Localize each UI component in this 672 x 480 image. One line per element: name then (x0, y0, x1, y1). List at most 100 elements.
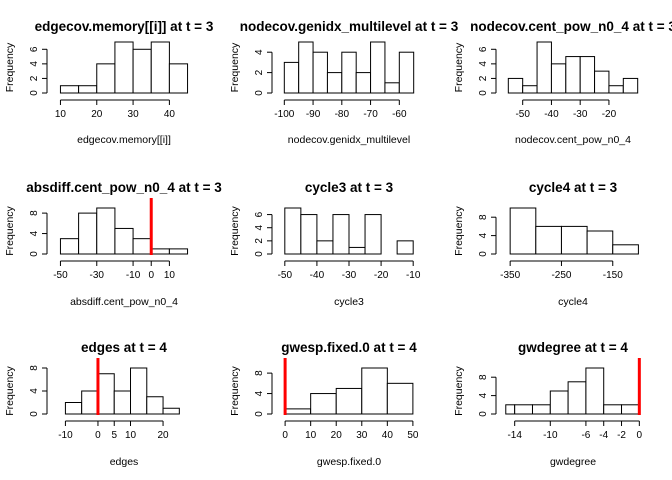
histogram-bar (509, 207, 537, 255)
histogram-bar (298, 41, 314, 94)
panel-8: gwesp.fixed.0 at t = 4 0 10 20 30 40 50 0 4 8 gwes… (229, 340, 419, 468)
y-tick-label: 2 (254, 69, 265, 75)
x-tick-label: -30 (90, 270, 105, 281)
x-tick-label: -100 (274, 109, 294, 120)
y-axis-label: Frequency (453, 365, 465, 415)
panel-title: edges at t = 4 (81, 340, 167, 355)
histogram-bar (355, 72, 372, 94)
panel-title: edgecov.memory[[i]] at t = 3 (35, 19, 214, 34)
histogram-bar (78, 85, 98, 94)
histogram-bar (332, 214, 350, 255)
y-tick-label: 0 (29, 251, 40, 257)
histogram-bar (146, 396, 164, 415)
x-tick-label: -150 (603, 270, 623, 281)
y-tick-label: 2 (29, 75, 40, 81)
y-axis-label: Frequency (4, 365, 16, 415)
x-tick-label: 5 (111, 430, 117, 441)
y-tick-label: 0 (478, 411, 489, 417)
histogram-bar (536, 41, 552, 94)
histogram-bar (585, 367, 605, 415)
histogram-bar (567, 381, 587, 415)
histogram-bar (398, 51, 415, 94)
histogram-bar (384, 82, 400, 94)
x-tick-label: -40 (544, 109, 559, 120)
x-tick-label: 0 (148, 270, 154, 281)
x-tick-label: -10 (58, 430, 73, 441)
y-tick-label: 0 (254, 411, 265, 417)
histogram-bar (507, 77, 524, 94)
x-axis-label: nodecov.cent_pow_n0_4 (515, 134, 631, 146)
x-tick-label: 0 (95, 430, 101, 441)
histogram-bar (78, 212, 98, 255)
histogram-bar (312, 51, 328, 94)
x-axis-label: nodecov.genidx_multilevel (288, 134, 410, 146)
panel-title: gwdegree at t = 4 (518, 340, 628, 355)
histogram-bar (130, 367, 148, 415)
x-axis-label: edges (110, 456, 139, 468)
x-tick-label: -14 (507, 430, 522, 441)
y-axis-label: Frequency (229, 205, 241, 255)
panel-1: edgecov.memory[[i]] at t = 3 10 20 30 40 0 2 4 6… (4, 19, 214, 146)
x-tick-label: -20 (374, 270, 389, 281)
x-axis-label: edgecov.memory[[i]] (77, 134, 171, 146)
x-tick-label: -10 (126, 270, 141, 281)
x-tick-label: -20 (602, 109, 617, 120)
x-axis-label: cycle4 (558, 296, 588, 308)
x-tick-label: -10 (406, 270, 421, 281)
x-tick-label: -30 (573, 109, 588, 120)
x-tick-label: -90 (306, 109, 321, 120)
histogram-bar (396, 240, 414, 255)
y-tick-label: 2 (254, 238, 265, 244)
x-tick-label: -30 (342, 270, 357, 281)
y-axis-label: Frequency (4, 205, 16, 255)
x-tick-label: -250 (551, 270, 571, 281)
histogram-bar (59, 238, 80, 255)
histogram-bar (284, 408, 312, 415)
histogram-bar (586, 230, 614, 255)
histogram-bar (622, 77, 639, 94)
x-tick-label: 10 (305, 430, 317, 441)
histogram-bar (97, 373, 115, 415)
y-axis-label: Frequency (453, 205, 465, 255)
x-tick-label: -6 (581, 430, 590, 441)
panel-title: nodecov.genidx_multilevel at t = 3 (240, 19, 459, 34)
panel-title: nodecov.cent_pow_n0_4 at t = 3 (470, 19, 672, 34)
y-tick-label: 0 (29, 411, 40, 417)
x-tick-label: 40 (382, 430, 394, 441)
x-tick-label: 10 (164, 270, 176, 281)
x-axis-label: absdiff.cent_pow_n0_4 (70, 296, 178, 308)
y-tick-label: 6 (29, 46, 40, 52)
y-axis-label: Frequency (4, 42, 16, 92)
histogram-bar (113, 390, 132, 415)
x-tick-label: -350 (500, 270, 520, 281)
histogram-bar (114, 41, 134, 94)
y-tick-label: 4 (29, 61, 40, 67)
histogram-bar (310, 393, 337, 415)
y-tick-label: 4 (478, 392, 489, 398)
histogram-bar (300, 214, 318, 255)
x-tick-label: 30 (356, 430, 368, 441)
histogram-bar (612, 244, 639, 255)
y-tick-label: 8 (29, 210, 40, 216)
x-tick-label: 30 (128, 109, 140, 120)
histogram-bar (514, 404, 533, 415)
histogram-bar (594, 70, 610, 94)
y-tick-label: 8 (478, 214, 489, 220)
histogram-bar (549, 390, 569, 415)
y-tick-label: 4 (29, 230, 40, 236)
x-tick-label: -4 (599, 430, 608, 441)
y-tick-label: 4 (478, 61, 489, 67)
histogram-bar (560, 225, 588, 255)
panel-title: absdiff.cent_pow_n0_4 at t = 3 (26, 180, 222, 195)
y-tick-label: 4 (254, 224, 265, 230)
histogram-bar (522, 85, 538, 94)
panel-9: gwdegree at t = 4 -14 -10 -6 -4 -2 0 0 4 8 gwdegre… (453, 340, 643, 468)
x-tick-label: -50 (515, 109, 530, 120)
x-tick-label: 0 (282, 430, 288, 441)
histogram-bar (535, 225, 562, 255)
y-axis-label: Frequency (453, 42, 465, 92)
y-tick-label: 6 (478, 46, 489, 52)
y-tick-label: 8 (478, 374, 489, 380)
histogram-bar (326, 72, 343, 94)
